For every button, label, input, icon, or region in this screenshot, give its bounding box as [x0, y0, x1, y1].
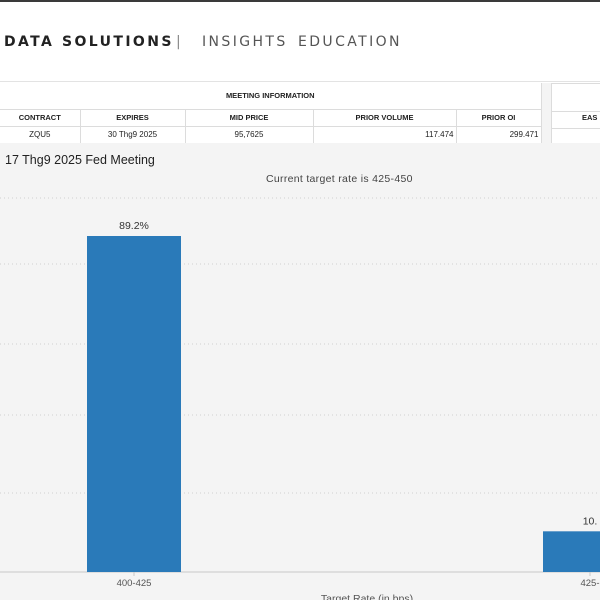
cell-prior-volume: 117.474	[312, 125, 457, 144]
main-nav: DATA SOLUTIONS | INSIGHTS EDUCATION	[0, 2, 600, 82]
column-header-row: CONTRACT EXPIRES MID PRICE PRIOR VOLUME …	[0, 108, 542, 127]
bar-425-450	[543, 531, 600, 572]
cell-mid-price: 95,7625	[184, 125, 314, 144]
top-border	[0, 0, 600, 2]
group-header-row: MEETING INFORMATION	[0, 83, 542, 110]
meeting-info-table: MEETING INFORMATION CONTRACT EXPIRES MID…	[0, 83, 542, 144]
side-panel-divider	[552, 111, 600, 112]
nav-insights[interactable]: INSIGHTS	[202, 34, 288, 50]
nav-solutions[interactable]: SOLUTIONS	[62, 34, 174, 50]
side-panel-divider	[552, 128, 600, 129]
col-expires: EXPIRES	[79, 108, 186, 127]
x-axis-title: Target Rate (in bps)	[321, 593, 413, 600]
cell-prior-oi: 299.471	[455, 125, 542, 144]
meeting-title: 17 Thg9 2025 Fed Meeting	[5, 153, 155, 167]
nav-education[interactable]: EDUCATION	[298, 34, 402, 50]
nav-data[interactable]: DATA	[4, 34, 55, 50]
cell-contract: ZQU5	[0, 125, 81, 144]
col-prior-volume: PRIOR VOLUME	[312, 108, 457, 127]
cell-expires: 30 Thg9 2025	[79, 125, 186, 144]
table-row: ZQU5 30 Thg9 2025 95,7625 117.474 299.47…	[0, 125, 542, 144]
chart-area: 17 Thg9 2025 Fed Meeting Current target …	[0, 143, 600, 600]
side-panel-header: EAS	[582, 113, 598, 122]
side-probability-panel: EAS	[551, 83, 600, 144]
col-contract: CONTRACT	[0, 108, 81, 127]
bar-400-425	[87, 236, 181, 572]
x-tick-label: 400-425	[117, 578, 152, 589]
meeting-info-header: MEETING INFORMATION	[0, 83, 542, 110]
nav-separator: |	[176, 34, 181, 50]
bar-value-label: 89.2%	[119, 220, 149, 232]
target-rate-note: Current target rate is 425-450	[266, 173, 413, 185]
col-prior-oi: PRIOR OI	[455, 108, 542, 127]
bar-value-label: 10.	[583, 515, 598, 527]
col-mid-price: MID PRICE	[184, 108, 314, 127]
probability-chart: 89.2% 400-425 10. 425- Target Rate (in bps)	[0, 197, 600, 600]
x-tick-label: 425-	[580, 578, 599, 589]
